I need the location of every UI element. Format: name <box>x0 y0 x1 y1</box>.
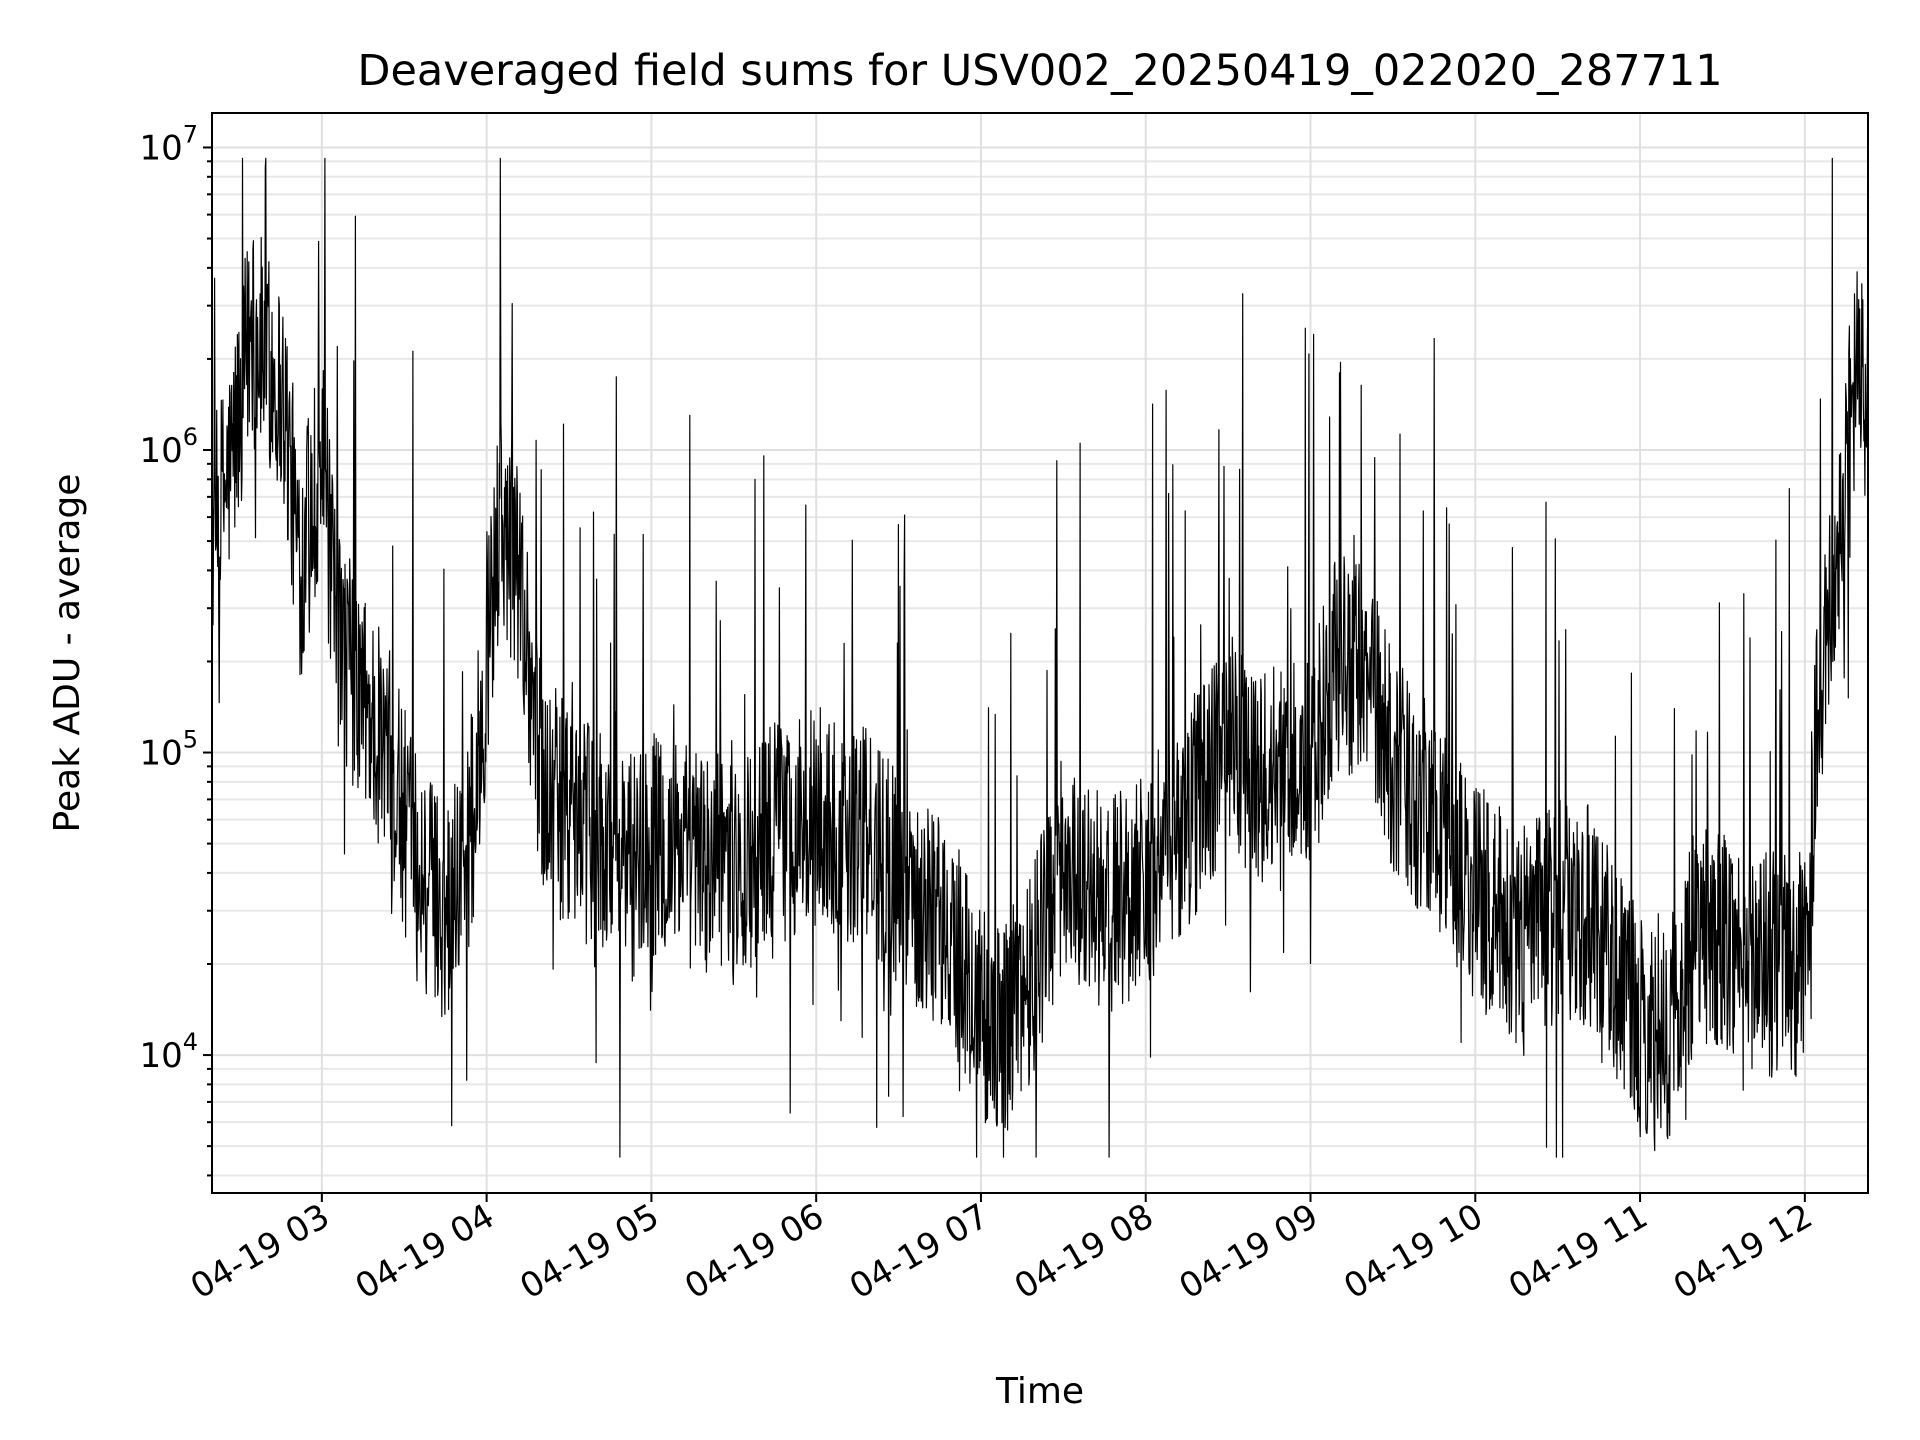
x-tick-label: 04-19 11 <box>1502 1196 1654 1307</box>
x-tick-label: 04-19 05 <box>514 1196 666 1307</box>
x-tick-label: 04-19 10 <box>1337 1196 1489 1307</box>
x-axis-label: Time <box>995 1371 1084 1412</box>
x-tick-label: 04-19 06 <box>678 1196 830 1307</box>
x-tick-label: 04-19 03 <box>184 1196 336 1307</box>
x-tick-label: 04-19 12 <box>1667 1196 1819 1307</box>
y-tick-label: 104 <box>139 1028 198 1076</box>
y-tick-label: 105 <box>139 726 198 774</box>
x-tick-label: 04-19 09 <box>1173 1196 1325 1307</box>
y-tick-label: 107 <box>139 120 198 168</box>
series-line <box>211 157 1869 1158</box>
series-layer <box>211 157 1869 1158</box>
chart-title: Deaveraged field sums for USV002_2025041… <box>357 46 1722 96</box>
y-axis-label: Peak ADU - average <box>47 474 88 833</box>
x-tick-label: 04-19 07 <box>843 1196 995 1307</box>
plot-frame <box>211 112 1869 1194</box>
x-tick-label: 04-19 08 <box>1008 1196 1160 1307</box>
y-tick-label: 106 <box>139 423 198 471</box>
x-tick-label: 04-19 04 <box>349 1196 501 1307</box>
